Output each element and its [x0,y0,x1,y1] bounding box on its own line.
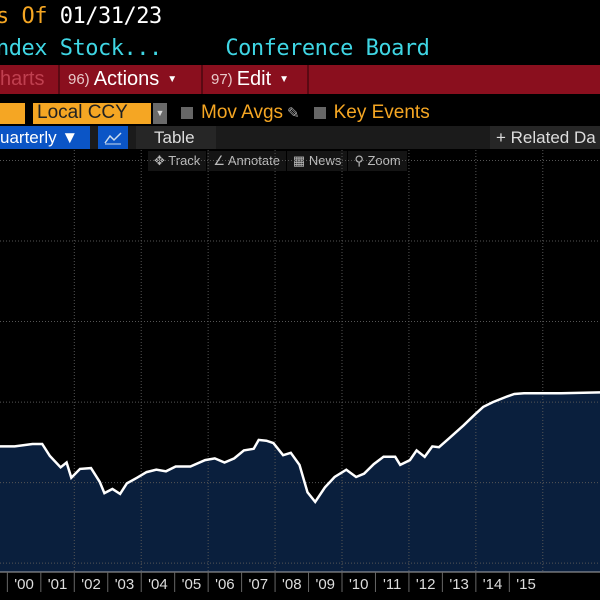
x-tick-label: '13 [449,576,469,593]
x-tick-label: '14 [483,576,503,593]
x-tick-label: '05 [182,576,202,593]
menu-bar: harts 96) Actions ▼ 97) Edit ▼ [0,65,600,94]
chevron-down-icon[interactable]: ▼ [153,102,167,124]
x-tick-label: '06 [215,576,235,593]
period-select[interactable]: uarterly ▼ [0,126,90,149]
x-tick-label: '12 [416,576,436,593]
x-tick-label: '01 [48,576,68,593]
x-tick-label: '11 [383,576,401,593]
actions-menu[interactable]: 96) Actions ▼ [60,65,203,94]
x-tick-label: '03 [115,576,135,593]
charts-menu[interactable]: harts [0,65,60,94]
series-line [0,391,600,505]
related-data-button[interactable]: + Related Da [490,126,600,149]
x-tick-label: '02 [81,576,101,593]
x-tick-label: '08 [282,576,302,593]
x-tick-label: '10 [349,576,369,593]
field-box[interactable] [0,102,25,124]
source-name: Conference Board [225,36,430,61]
x-tick-label: '00 [14,576,34,593]
currency-select[interactable]: Local CCY [33,102,151,124]
as-of-label: s Of [0,4,47,29]
area-chart[interactable]: '00 '01 '02 '03 '04 '05 '06 '07 '08 '09 '10 '11 '12 '… [0,150,600,600]
options-row: Local CCY ▼ Mov Avgs ✎ Key Events [0,102,430,124]
security-name: ndex Stock... [0,36,162,61]
caret-down-icon: ▼ [167,74,178,85]
news-tool[interactable]: ▦ News [287,151,349,171]
pencil-icon[interactable]: ✎ [287,105,300,122]
x-tick-label: '07 [249,576,269,593]
x-tick-label: '15 [516,576,536,593]
actions-label: Actions [93,68,160,90]
line-chart-icon[interactable] [98,126,128,149]
mov-avgs-label: Mov Avgs [201,102,284,123]
table-button[interactable]: Table [136,126,216,149]
actions-num: 96) [68,71,90,88]
x-tick-label: '04 [148,576,168,593]
mov-avgs-checkbox[interactable] [181,107,193,119]
key-events-checkbox[interactable] [313,107,326,119]
key-events-label: Key Events [333,102,430,123]
chart-toolbar: uarterly ▼ Table + Related Da [0,126,600,149]
caret-down-icon: ▼ [279,74,290,85]
x-tick-label: '09 [315,576,335,593]
as-of-date[interactable]: 01/31/23 [59,4,162,29]
edit-menu[interactable]: 97) Edit ▼ [203,65,309,94]
edit-num: 97) [211,71,233,88]
as-of-line: s Of 01/31/23 [0,4,162,29]
title-line: ndex Stock... Conference Board [0,36,430,61]
edit-label: Edit [236,68,272,90]
